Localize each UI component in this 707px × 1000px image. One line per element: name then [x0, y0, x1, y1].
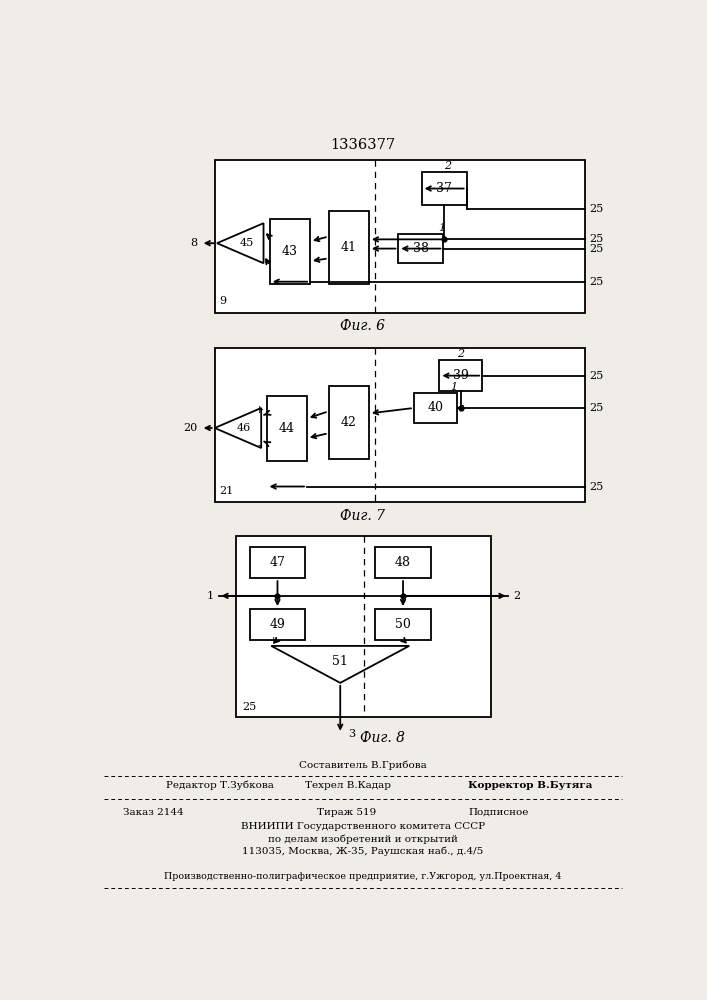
Text: ВНИИПИ Государственного комитета СССР: ВНИИПИ Государственного комитета СССР [240, 822, 485, 831]
Bar [215, 348, 585, 502]
Text: 42: 42 [341, 416, 357, 429]
Bar [329, 211, 369, 284]
Text: 2: 2 [513, 591, 520, 601]
Text: Фиг. 7: Фиг. 7 [340, 509, 385, 523]
Text: +: + [269, 636, 279, 646]
Text: 25: 25 [589, 371, 603, 381]
Text: по делам изобретений и открытий: по делам изобретений и открытий [268, 834, 457, 844]
Text: 25: 25 [589, 482, 603, 492]
Text: Заказ 2144: Заказ 2144 [123, 808, 184, 817]
Text: 38: 38 [413, 242, 429, 255]
Text: 1: 1 [207, 591, 214, 601]
Bar [414, 393, 457, 423]
Text: 3: 3 [348, 729, 355, 739]
Bar [267, 396, 307, 461]
Text: 8: 8 [190, 238, 198, 248]
Bar [398, 234, 443, 263]
Text: 1: 1 [450, 382, 457, 392]
Text: 2: 2 [445, 161, 452, 171]
Bar [375, 609, 431, 640]
Text: 44: 44 [279, 422, 295, 435]
Text: 25: 25 [589, 234, 603, 244]
Bar [235, 536, 491, 717]
Text: 49: 49 [269, 618, 286, 631]
Text: 20: 20 [183, 423, 198, 433]
Text: 21: 21 [219, 486, 233, 496]
Text: 41: 41 [341, 241, 357, 254]
Bar [250, 609, 305, 640]
Text: Фиг. 8: Фиг. 8 [360, 731, 404, 745]
Text: 1336377: 1336377 [330, 138, 395, 152]
Text: Корректор В.Бутяга: Корректор В.Бутяга [468, 781, 592, 790]
Text: 48: 48 [395, 556, 411, 569]
Text: 1: 1 [438, 223, 445, 233]
Text: -: - [405, 636, 409, 646]
Text: 50: 50 [395, 618, 411, 631]
Text: Редактор Т.Зубкова: Редактор Т.Зубкова [166, 781, 274, 790]
Text: 2: 2 [457, 349, 464, 359]
Bar [440, 360, 482, 391]
Text: 40: 40 [427, 401, 443, 414]
Text: Подписное: Подписное [468, 808, 529, 817]
Text: -: - [258, 441, 262, 451]
Bar [215, 160, 585, 312]
Text: Тираж 519: Тираж 519 [317, 808, 376, 817]
Bar [375, 547, 431, 578]
Text: 39: 39 [452, 369, 469, 382]
Text: 37: 37 [436, 182, 452, 195]
Text: +: + [255, 405, 264, 415]
Text: Составитель В.Грибова: Составитель В.Грибова [299, 761, 426, 770]
Text: 9: 9 [219, 296, 226, 306]
Text: 51: 51 [332, 655, 348, 668]
Text: 25: 25 [589, 403, 603, 413]
Text: 47: 47 [269, 556, 286, 569]
Text: 25: 25 [242, 702, 256, 712]
Text: 25: 25 [589, 277, 603, 287]
Bar [270, 219, 310, 284]
Bar [250, 547, 305, 578]
Text: Фиг. 6: Фиг. 6 [340, 319, 385, 333]
Bar [329, 386, 369, 459]
Text: 25: 25 [589, 204, 603, 214]
Text: 113035, Москва, Ж-35, Раушская наб., д.4/5: 113035, Москва, Ж-35, Раушская наб., д.4… [242, 847, 484, 856]
Bar [421, 172, 467, 205]
Text: Техрел В.Кадар: Техрел В.Кадар [305, 781, 392, 790]
Text: 46: 46 [237, 423, 251, 433]
Text: 45: 45 [240, 238, 254, 248]
Text: Производственно-полиграфическое предприятие, г.Ужгород, ул.Проектная, 4: Производственно-полиграфическое предприя… [164, 872, 561, 881]
Text: 43: 43 [282, 245, 298, 258]
Text: 25: 25 [589, 244, 603, 254]
